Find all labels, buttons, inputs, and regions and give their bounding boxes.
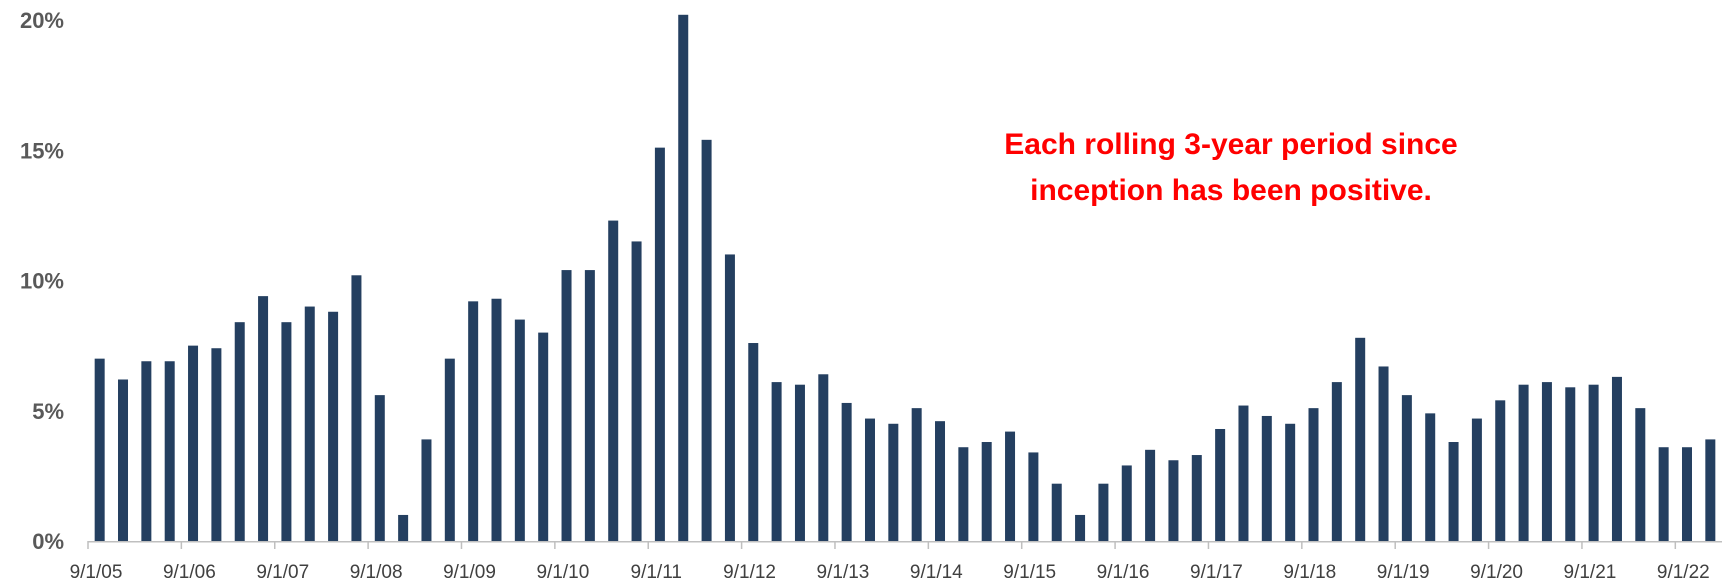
bar xyxy=(818,374,829,541)
bar xyxy=(678,14,689,542)
x-tick-label: 9/1/11 xyxy=(631,562,682,583)
y-tick-label: 20% xyxy=(20,8,64,33)
bar xyxy=(958,447,969,541)
bar xyxy=(1518,384,1529,541)
bar xyxy=(561,270,572,541)
bar xyxy=(421,439,432,541)
x-tick-label: 9/1/08 xyxy=(350,562,403,583)
bar xyxy=(748,343,759,541)
bar xyxy=(1355,337,1366,541)
bar xyxy=(1051,483,1062,541)
x-tick-label: 9/1/21 xyxy=(1564,562,1617,583)
bar xyxy=(1191,455,1202,541)
bar xyxy=(608,220,619,541)
bar xyxy=(1565,387,1576,541)
x-tick-label: 9/1/06 xyxy=(163,562,216,583)
x-tick-label: 9/1/18 xyxy=(1283,562,1336,583)
bar xyxy=(141,361,152,541)
bar xyxy=(911,408,922,541)
bar xyxy=(1145,449,1156,541)
bar xyxy=(864,418,875,541)
bar xyxy=(1425,413,1436,541)
bar xyxy=(514,319,525,541)
bar xyxy=(1541,382,1552,541)
bar xyxy=(374,395,385,541)
x-tick-label: 9/1/22 xyxy=(1657,562,1710,583)
bar xyxy=(328,311,339,541)
bar xyxy=(351,275,362,541)
bar xyxy=(631,241,642,541)
bar xyxy=(1005,431,1016,541)
bar xyxy=(1611,376,1622,541)
x-tick-label: 9/1/05 xyxy=(70,562,123,583)
bar xyxy=(794,384,805,541)
bar xyxy=(468,301,479,541)
bar xyxy=(1658,447,1669,541)
x-tick-label: 9/1/14 xyxy=(910,562,963,583)
x-tick-label: 9/1/10 xyxy=(536,562,589,583)
bar xyxy=(1681,447,1692,541)
bar xyxy=(1401,395,1412,541)
x-tick-label: 9/1/19 xyxy=(1377,562,1430,583)
bar xyxy=(444,358,455,541)
annotation-line-2: inception has been positive. xyxy=(1030,174,1432,207)
bar xyxy=(935,421,946,541)
x-tick-label: 9/1/09 xyxy=(443,562,496,583)
bar xyxy=(164,361,175,541)
bars xyxy=(94,14,1716,542)
x-tick-label: 9/1/16 xyxy=(1097,562,1150,583)
bar xyxy=(1471,418,1482,541)
bar xyxy=(1495,400,1506,541)
bar xyxy=(538,332,549,541)
bar xyxy=(724,254,735,541)
x-tick-label: 9/1/20 xyxy=(1470,562,1523,583)
y-tick-label: 15% xyxy=(20,138,64,163)
bar xyxy=(1308,408,1319,541)
bar xyxy=(1705,439,1716,541)
bar xyxy=(1098,483,1109,541)
x-tick-label: 9/1/15 xyxy=(1003,562,1056,583)
x-tick-label: 9/1/17 xyxy=(1190,562,1243,583)
bar xyxy=(654,147,665,541)
annotation-line-1: Each rolling 3-year period since xyxy=(1004,128,1458,161)
bar xyxy=(304,306,315,541)
bar xyxy=(1168,460,1179,541)
bar xyxy=(1378,366,1389,541)
bar xyxy=(1448,442,1459,541)
bar xyxy=(1028,452,1039,541)
y-tick-label: 10% xyxy=(20,269,64,294)
bar xyxy=(841,402,852,541)
x-tick-label: 9/1/07 xyxy=(256,562,309,583)
bar xyxy=(771,382,782,541)
bar xyxy=(888,423,899,541)
bar xyxy=(94,358,105,541)
bar xyxy=(188,345,199,542)
bar xyxy=(1635,408,1646,541)
bar xyxy=(1261,415,1272,541)
bar xyxy=(211,348,222,541)
bar xyxy=(234,322,245,541)
bar xyxy=(1588,384,1599,541)
y-axis: 0% 5% 10% 15% 20% xyxy=(20,8,64,554)
x-tick-label: 9/1/13 xyxy=(817,562,870,583)
x-axis: 9/1/05 9/1/06 9/1/07 9/1/08 9/1/09 9/1/10 9/1/… xyxy=(70,541,1710,583)
bar xyxy=(1075,514,1086,541)
bar xyxy=(398,514,409,541)
bar xyxy=(1238,405,1249,541)
y-tick-label: 5% xyxy=(32,399,64,424)
bar xyxy=(281,322,292,541)
bar xyxy=(584,270,595,541)
y-tick-label: 0% xyxy=(32,529,64,554)
x-tick-label: 9/1/12 xyxy=(723,562,776,583)
bar xyxy=(1215,428,1226,541)
bar xyxy=(1285,423,1296,541)
bar xyxy=(258,296,269,541)
bar xyxy=(981,442,992,541)
bar xyxy=(701,139,712,541)
bar xyxy=(491,298,502,541)
bar xyxy=(118,379,129,541)
bar xyxy=(1331,382,1342,541)
bar xyxy=(1121,465,1132,541)
